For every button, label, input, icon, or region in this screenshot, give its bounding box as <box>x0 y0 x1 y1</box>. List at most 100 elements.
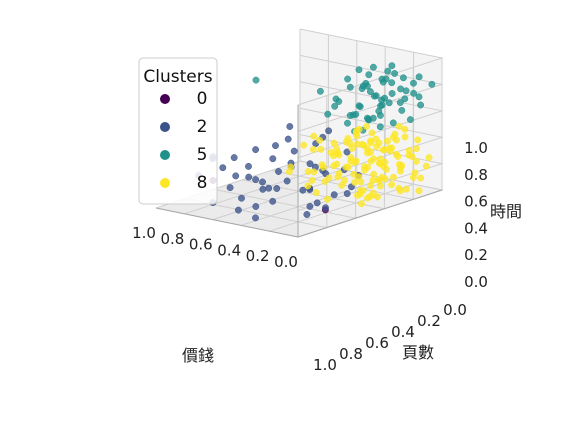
point-cluster-8 <box>358 200 365 208</box>
point-cluster-8 <box>304 182 312 190</box>
x-tick-label: 0.0 <box>274 253 298 271</box>
point-cluster-8 <box>318 161 326 169</box>
point-cluster-5 <box>389 119 397 127</box>
point-cluster-2 <box>343 190 351 198</box>
point-cluster-8 <box>393 136 400 144</box>
point-cluster-8 <box>375 176 383 184</box>
point-cluster-2 <box>273 185 281 192</box>
point-cluster-8 <box>364 194 371 202</box>
point-cluster-8 <box>412 145 420 153</box>
point-cluster-5 <box>344 75 352 83</box>
point-cluster-8 <box>300 141 308 149</box>
point-cluster-8 <box>364 163 372 171</box>
point-cluster-2 <box>269 155 277 163</box>
point-cluster-8 <box>346 140 354 148</box>
point-cluster-2 <box>284 135 292 143</box>
point-cluster-2 <box>252 176 260 184</box>
point-cluster-5 <box>417 101 425 109</box>
point-cluster-5 <box>352 110 360 118</box>
point-cluster-8 <box>341 176 348 184</box>
point-cluster-2 <box>252 146 260 154</box>
point-cluster-8 <box>310 132 318 140</box>
point-cluster-8 <box>388 181 396 189</box>
point-cluster-8 <box>411 169 419 177</box>
point-cluster-5 <box>358 85 366 93</box>
point-cluster-2 <box>322 204 329 212</box>
y-tick-label: 0.4 <box>391 323 415 341</box>
z-tick-label: 1.0 <box>464 139 488 157</box>
legend-marker-0 <box>160 94 170 104</box>
point-cluster-8 <box>395 122 403 130</box>
point-cluster-8 <box>308 176 316 184</box>
point-cluster-5 <box>366 88 374 96</box>
point-cluster-5 <box>335 98 343 105</box>
point-cluster-8 <box>304 168 312 175</box>
point-cluster-2 <box>290 147 298 155</box>
point-cluster-5 <box>365 115 373 123</box>
point-cluster-8 <box>363 122 371 130</box>
point-cluster-5 <box>399 74 407 82</box>
x-tick-label: 1.0 <box>132 224 156 242</box>
x-tick-label: 0.2 <box>246 247 270 265</box>
point-cluster-2 <box>343 148 351 156</box>
z-tick-label: 0.0 <box>464 273 488 291</box>
z-tick-label: 0.6 <box>464 193 488 211</box>
point-cluster-2 <box>299 186 307 194</box>
point-cluster-5 <box>355 66 363 74</box>
point-cluster-5 <box>415 73 423 81</box>
point-cluster-8 <box>353 191 361 199</box>
point-cluster-5 <box>388 79 396 87</box>
point-cluster-8 <box>333 160 341 168</box>
y-tick-label: 1.0 <box>313 356 337 374</box>
y-tick-label: 0.6 <box>365 334 389 352</box>
point-cluster-5 <box>410 89 418 97</box>
point-cluster-8 <box>309 145 317 153</box>
point-cluster-8 <box>369 189 377 197</box>
legend-label-0: 0 <box>197 89 208 109</box>
point-cluster-8 <box>402 185 410 193</box>
point-cluster-8 <box>352 127 360 135</box>
point-cluster-2 <box>325 127 333 135</box>
point-cluster-8 <box>312 189 320 197</box>
point-cluster-2 <box>269 197 277 205</box>
legend-marker-8 <box>160 178 170 188</box>
point-cluster-8 <box>351 178 359 186</box>
point-cluster-5 <box>415 93 423 101</box>
point-cluster-5 <box>252 76 260 84</box>
y-axis-line <box>297 189 443 238</box>
y-tick-label: 0.8 <box>339 345 363 363</box>
point-cluster-8 <box>405 147 413 154</box>
legend: Clusters 0 2 5 8 <box>138 57 218 205</box>
point-cluster-5 <box>406 116 414 124</box>
point-cluster-8 <box>417 174 425 182</box>
point-cluster-8 <box>330 139 338 147</box>
y-tick-label: 0.0 <box>443 301 467 319</box>
point-cluster-8 <box>357 178 365 186</box>
point-cluster-5 <box>385 99 393 107</box>
point-cluster-8 <box>368 129 376 137</box>
point-cluster-8 <box>397 167 404 175</box>
point-cluster-8 <box>334 173 342 181</box>
z-axis-label: 時間 <box>490 202 522 221</box>
point-cluster-5 <box>388 90 396 97</box>
point-cluster-2 <box>232 172 240 180</box>
point-cluster-8 <box>415 187 423 195</box>
point-cluster-5 <box>372 92 380 100</box>
legend-label-8: 8 <box>197 173 208 193</box>
point-cluster-8 <box>325 174 333 182</box>
axis-lines <box>155 105 443 238</box>
tick-labels: 0.00.20.40.60.81.00.00.20.40.60.81.00.00… <box>132 139 488 374</box>
point-cluster-2 <box>272 142 279 150</box>
x-tick-label: 0.8 <box>160 230 184 248</box>
point-cluster-2 <box>219 164 227 172</box>
z-tick-label: 0.2 <box>464 246 488 264</box>
point-cluster-8 <box>363 145 371 153</box>
legend-marker-5 <box>160 150 170 160</box>
point-cluster-2 <box>245 173 253 181</box>
point-cluster-5 <box>398 106 406 114</box>
point-cluster-8 <box>390 173 397 181</box>
point-cluster-2 <box>313 199 321 207</box>
point-cluster-5 <box>369 63 377 71</box>
